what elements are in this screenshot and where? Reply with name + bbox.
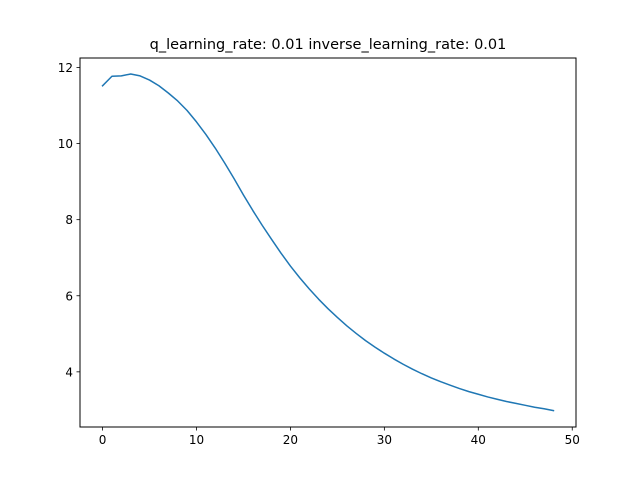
- series-line-0: [101, 73, 555, 412]
- x-tick-label: 40: [471, 433, 486, 447]
- x-tick-label: 20: [283, 433, 298, 447]
- x-tick-label: 30: [377, 433, 392, 447]
- y-tick-label: 12: [58, 61, 73, 75]
- y-tick-label: 6: [65, 289, 73, 303]
- x-tick-label: 50: [565, 433, 580, 447]
- y-tick-label: 10: [58, 137, 73, 151]
- y-tick-label: 4: [65, 365, 73, 379]
- axes-frame: [79, 57, 577, 428]
- x-tick-label: 0: [99, 433, 107, 447]
- y-tick-label: 8: [65, 213, 73, 227]
- plot-area: [101, 73, 555, 412]
- y-axis: 4 6 8 10 12: [58, 61, 80, 379]
- x-axis: 0 10 20 30 40 50: [99, 427, 580, 447]
- chart-title: q_learning_rate: 0.01 inverse_learning_r…: [150, 37, 507, 53]
- x-tick-label: 10: [189, 433, 204, 447]
